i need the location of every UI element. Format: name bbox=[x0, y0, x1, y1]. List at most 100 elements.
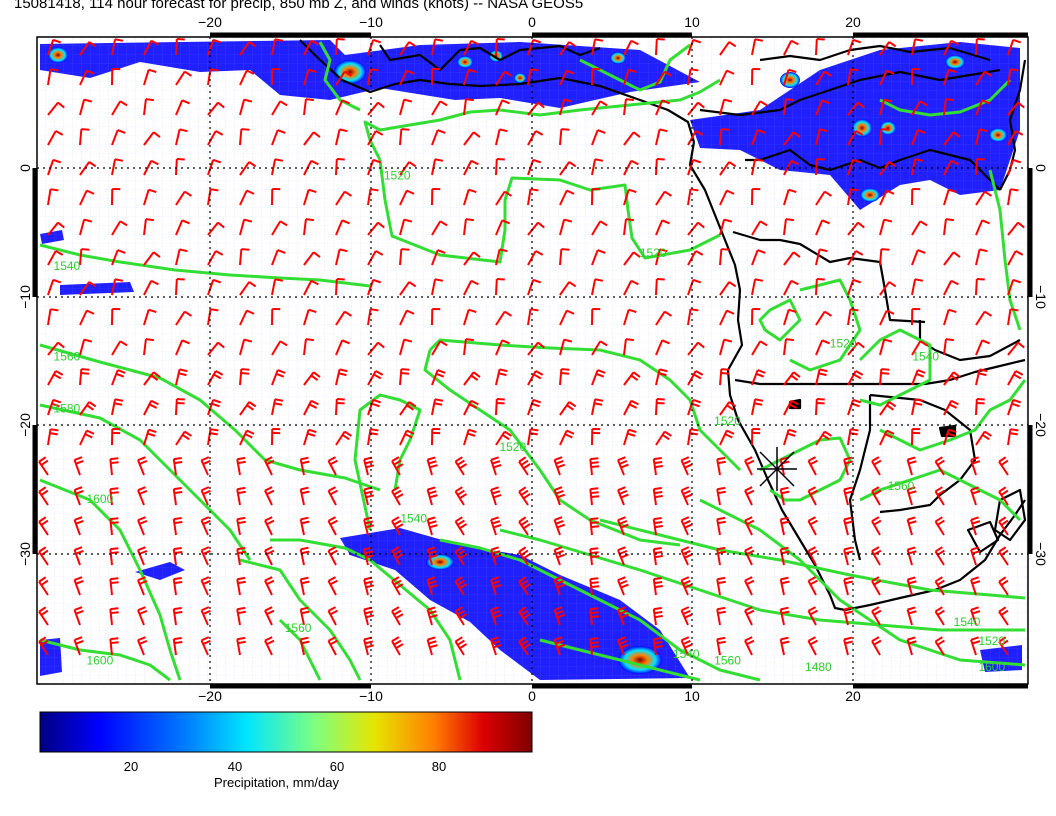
wind-barb bbox=[111, 38, 124, 56]
wind-barb bbox=[559, 218, 573, 236]
wind-barb bbox=[109, 487, 119, 506]
wind-barb bbox=[623, 428, 637, 446]
wind-barb bbox=[495, 99, 511, 116]
wind-barb bbox=[463, 399, 479, 416]
wind-barb bbox=[911, 369, 926, 386]
wind-barb bbox=[367, 341, 385, 356]
border-9 bbox=[759, 44, 991, 62]
wind-barb bbox=[236, 456, 246, 476]
lat-tick-left: −30 bbox=[17, 542, 33, 566]
wind-barb bbox=[236, 576, 246, 596]
wind-barb bbox=[495, 339, 511, 356]
wind-barb bbox=[783, 338, 795, 356]
wind-barb bbox=[815, 38, 825, 56]
wind-barb bbox=[687, 38, 702, 56]
wind-barb bbox=[871, 636, 882, 656]
wind-barb bbox=[431, 100, 448, 116]
lat-tick-right: −20 bbox=[1033, 413, 1049, 437]
wind-barb bbox=[399, 69, 415, 86]
wind-barb bbox=[137, 636, 148, 656]
wind-barb bbox=[847, 130, 864, 146]
wind-barb bbox=[847, 278, 862, 296]
wind-barb bbox=[367, 250, 384, 266]
wind-barb bbox=[744, 636, 755, 656]
wind-barb bbox=[815, 128, 828, 146]
wind-barb bbox=[463, 188, 477, 206]
wind-barb bbox=[934, 486, 945, 506]
wind-barb bbox=[719, 401, 737, 416]
wind-barb bbox=[617, 636, 629, 656]
wind-barb bbox=[911, 220, 928, 236]
wind-barb bbox=[779, 546, 790, 566]
wind-barb bbox=[943, 338, 955, 356]
colorbar-tick-label: 40 bbox=[227, 759, 243, 774]
wind-barb bbox=[367, 370, 384, 386]
wind-barb bbox=[175, 38, 185, 56]
wind-barb bbox=[495, 278, 505, 296]
colorbar-label: Precipitation, mm/day bbox=[214, 775, 339, 790]
wind-barb bbox=[751, 278, 764, 296]
wind-barb bbox=[589, 637, 600, 656]
contour-label: 1560 bbox=[54, 350, 81, 364]
wind-barb bbox=[271, 398, 284, 416]
wind-barb bbox=[655, 398, 665, 416]
wind-barb bbox=[617, 546, 629, 566]
wind-barb bbox=[1007, 370, 1024, 386]
wind-barb bbox=[559, 98, 573, 116]
wind-barb bbox=[655, 99, 671, 116]
wind-barb bbox=[815, 99, 831, 116]
contour-1540-center bbox=[353, 393, 422, 531]
border-2 bbox=[734, 358, 1026, 386]
wind-barb bbox=[463, 98, 475, 116]
wind-barb bbox=[687, 278, 702, 296]
contour-1520-land bbox=[758, 298, 802, 342]
wind-barb bbox=[38, 606, 49, 626]
wind-barb bbox=[490, 486, 502, 506]
wind-barb bbox=[871, 606, 882, 626]
wind-barb bbox=[47, 221, 65, 236]
colorbar-tick-label: 60 bbox=[329, 759, 345, 774]
wind-barb bbox=[495, 398, 505, 416]
wind-barb bbox=[47, 370, 64, 386]
wind-barb bbox=[335, 310, 352, 326]
wind-barb bbox=[463, 159, 479, 176]
wind-barb bbox=[38, 486, 49, 506]
wind-barb bbox=[38, 546, 49, 566]
wind-barb bbox=[655, 248, 668, 266]
wind-barb bbox=[111, 428, 121, 446]
wind-barb bbox=[998, 486, 1009, 506]
wind-barb bbox=[207, 250, 224, 266]
wind-barb bbox=[871, 576, 882, 596]
wind-barb bbox=[751, 188, 761, 206]
wind-barb bbox=[719, 128, 730, 146]
wind-barb bbox=[847, 101, 865, 116]
wind-barb bbox=[970, 636, 981, 656]
wind-barb bbox=[518, 546, 531, 566]
wind-barb bbox=[454, 516, 468, 536]
wind-barb bbox=[779, 576, 790, 596]
contour-south-4 bbox=[499, 528, 1025, 632]
wind-barb bbox=[335, 99, 351, 116]
wind-barb bbox=[143, 159, 159, 176]
wind-barb bbox=[975, 368, 988, 386]
wind-barb bbox=[271, 308, 281, 326]
lat-tick-left: 0 bbox=[17, 164, 33, 172]
wind-barb bbox=[815, 158, 825, 176]
wind-barb bbox=[680, 456, 693, 476]
wind-barb bbox=[495, 368, 508, 386]
contour-label: 1560 bbox=[714, 654, 741, 668]
wind-barb bbox=[367, 278, 382, 296]
wind-barb bbox=[617, 456, 629, 476]
wind-barb bbox=[207, 101, 225, 116]
lon-tick-bottom: 0 bbox=[528, 688, 536, 704]
wind-barb bbox=[109, 607, 119, 626]
wind-barb bbox=[843, 546, 854, 566]
wind-barb bbox=[73, 576, 84, 596]
wind-barb bbox=[137, 606, 148, 626]
border-6 bbox=[918, 320, 1021, 362]
wind-barb bbox=[495, 70, 512, 86]
wind-barb bbox=[847, 158, 862, 176]
lat-tick-left: −10 bbox=[17, 285, 33, 309]
wind-barb bbox=[589, 487, 600, 506]
